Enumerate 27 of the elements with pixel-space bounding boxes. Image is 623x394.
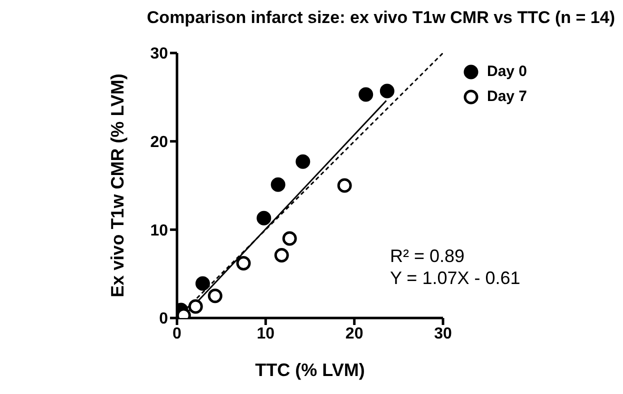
point bbox=[358, 87, 374, 102]
x-tick-label: 30 bbox=[434, 325, 452, 342]
point bbox=[296, 154, 310, 169]
x-tick-label: 0 bbox=[172, 325, 182, 342]
x-tick-label: 20 bbox=[345, 325, 364, 342]
point bbox=[236, 256, 251, 270]
point bbox=[195, 276, 210, 291]
y-tick-label: 0 bbox=[159, 310, 168, 328]
point bbox=[274, 248, 289, 263]
point bbox=[270, 177, 286, 192]
legend-label: Day 7 bbox=[487, 88, 528, 105]
annotation: Y = 1.07X - 0.61 bbox=[390, 267, 520, 289]
y-tick-label: 30 bbox=[150, 46, 168, 63]
x-tick-label: 10 bbox=[256, 325, 275, 342]
point bbox=[282, 231, 297, 246]
point bbox=[208, 288, 222, 304]
point bbox=[256, 210, 272, 226]
point bbox=[337, 178, 352, 193]
chart-title: Comparison infarct size: ex vivo T1w CMR vs TTC (n = 14) bbox=[146, 8, 615, 29]
point bbox=[380, 84, 394, 98]
y-tick-label: 10 bbox=[150, 222, 168, 240]
y-axis-title: Ex vivo T1w CMR (% LVM) bbox=[107, 74, 128, 298]
y-tick-label: 20 bbox=[150, 134, 168, 152]
x-axis-title: TTC (% LVM) bbox=[255, 360, 365, 380]
legend-label: Day 0 bbox=[487, 63, 528, 80]
annotation: R² = 0.89 bbox=[390, 245, 466, 267]
point bbox=[188, 299, 203, 314]
